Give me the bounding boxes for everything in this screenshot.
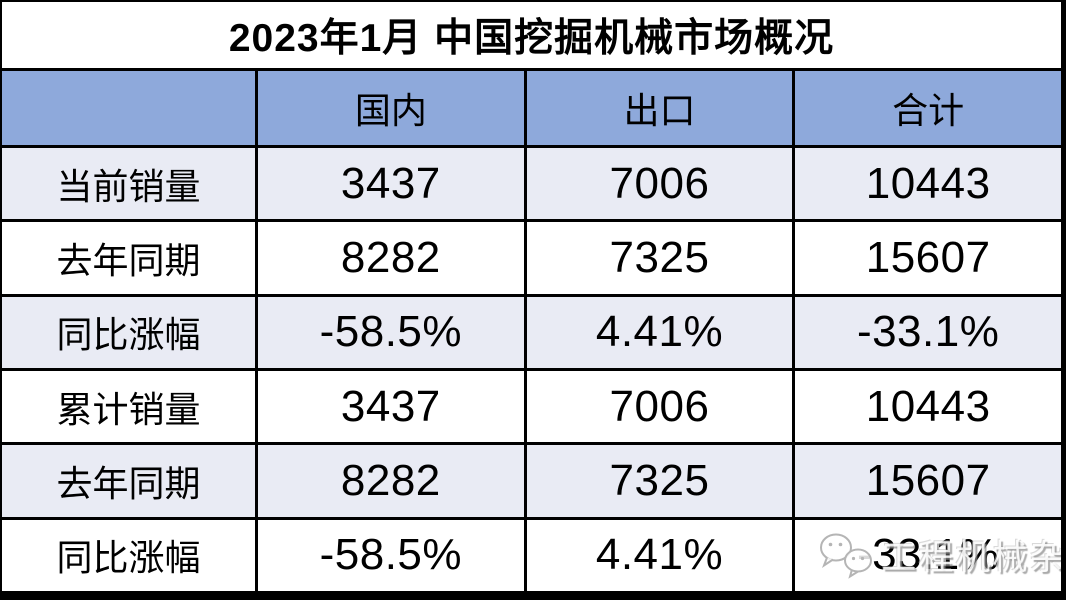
table-cell: 4.41% [526,296,793,368]
column-header-domestic: 国内 [258,71,524,145]
column-header-export: 出口 [526,71,793,145]
row-label-yoy-change-cumulative: 同比涨幅 [2,519,255,591]
table-cell: 8282 [258,222,524,294]
table-grid: 2023年1月 中国挖掘机械市场概况 国内 出口 合计 当前销量 3437 70… [2,2,1061,591]
table-cell: 3437 [258,148,524,220]
column-header-empty [2,71,255,145]
table-cell: 10443 [795,148,1061,220]
table-cell: 7006 [526,148,793,220]
table-cell: -58.5% [258,519,524,591]
table-cell: -58.5% [258,296,524,368]
page-title: 2023年1月 中国挖掘机械市场概况 [2,2,1061,68]
table-cell: -33.1% [795,519,1061,591]
table-cell: 4.41% [526,519,793,591]
row-label-current-sales: 当前销量 [2,148,255,220]
column-header-total: 合计 [795,71,1061,145]
cell-value: -33.1% [856,530,1000,580]
table-cell: 15607 [795,445,1061,517]
row-label-cumulative-sales: 累计销量 [2,371,255,443]
row-label-last-year-cumulative: 去年同期 [2,445,255,517]
table-cell: 10443 [795,371,1061,443]
table-cell: -33.1% [795,296,1061,368]
row-label-last-year: 去年同期 [2,222,255,294]
table-cell: 3437 [258,371,524,443]
table-cell: 7325 [526,445,793,517]
table-cell: 7006 [526,371,793,443]
row-label-yoy-change: 同比涨幅 [2,296,255,368]
table-cell: 8282 [258,445,524,517]
table-cell: 15607 [795,222,1061,294]
table-cell: 7325 [526,222,793,294]
